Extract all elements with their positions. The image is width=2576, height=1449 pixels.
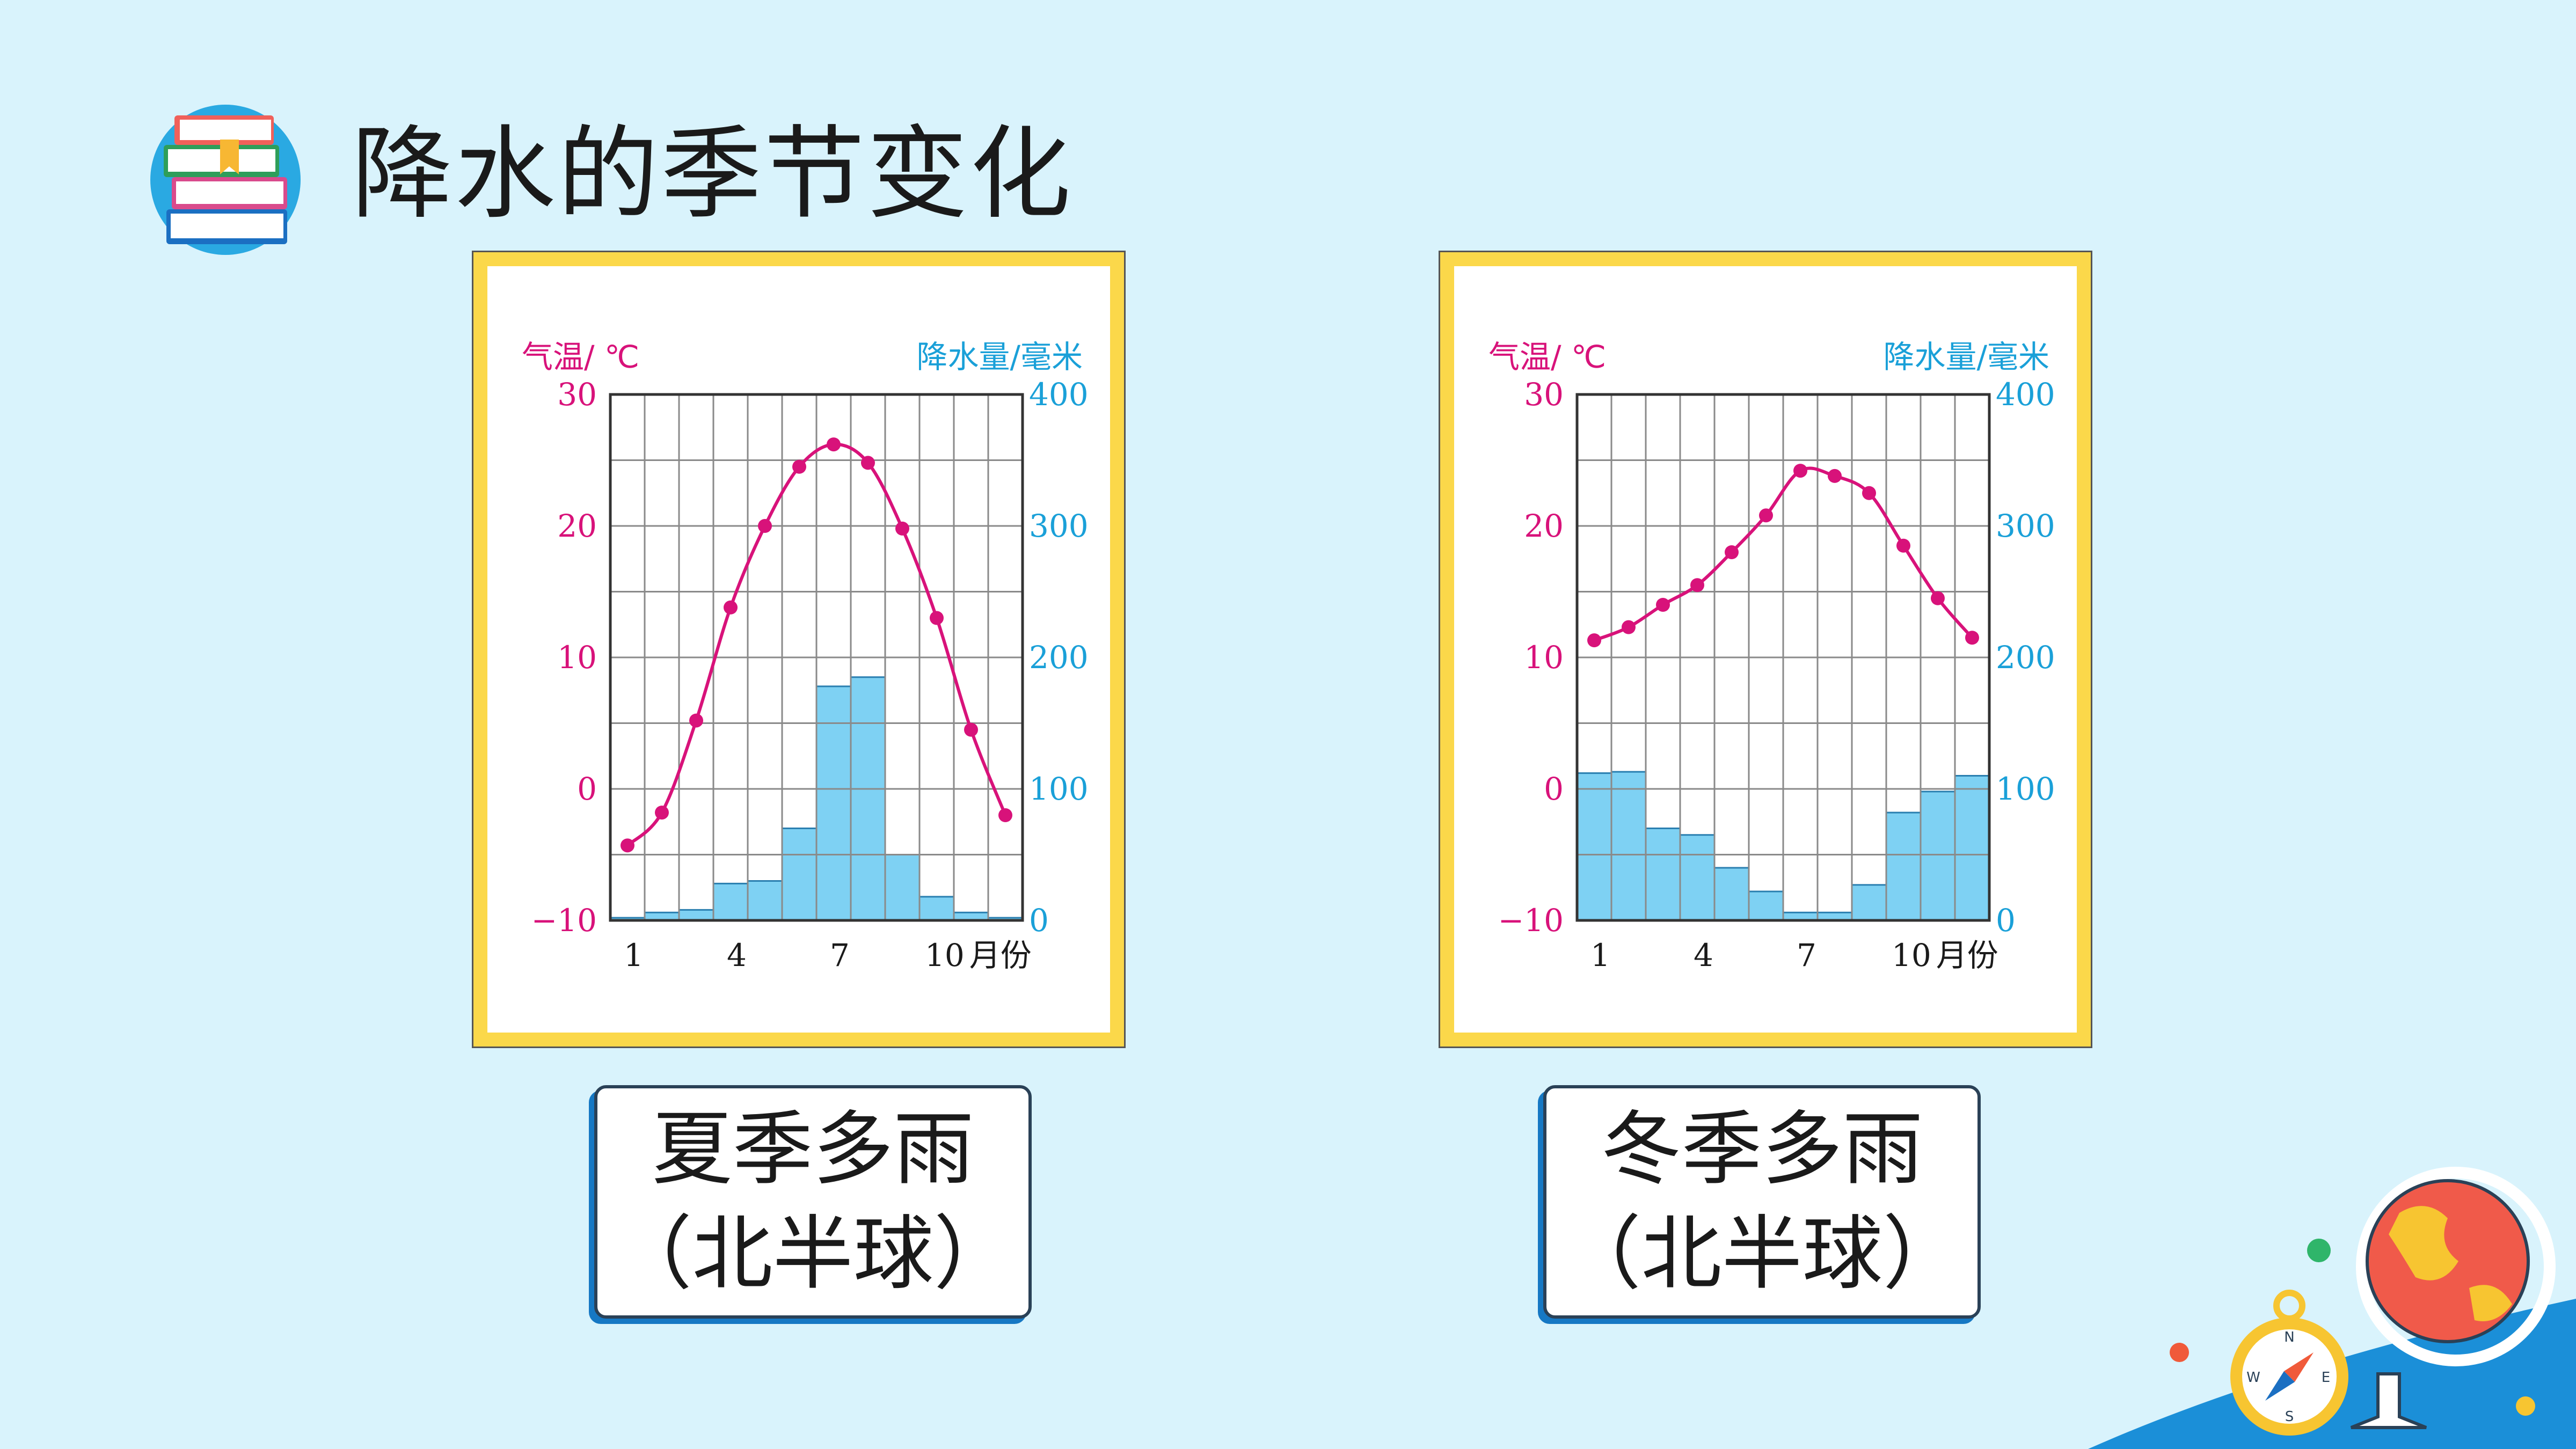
right-tick-label: 100 xyxy=(1029,771,1089,807)
precipitation-bar xyxy=(1713,867,1750,921)
left-tick-label: 10 xyxy=(557,639,597,676)
temperature-point xyxy=(1587,633,1601,648)
caption-hemisphere: （北半球） xyxy=(1560,1207,1964,1301)
dot-green-icon xyxy=(2307,1239,2331,1262)
temperature-point xyxy=(1965,631,1979,645)
dot-orange-icon xyxy=(2170,1343,2189,1362)
temperature-point xyxy=(895,521,909,536)
svg-text:N: N xyxy=(2284,1329,2294,1345)
x-unit-label: 月份 xyxy=(969,937,1032,974)
temperature-point xyxy=(1759,508,1773,523)
caption-title: 冬季多雨 xyxy=(1601,1102,1923,1196)
compass-icon: N S W E xyxy=(2230,1290,2348,1436)
temperature-point xyxy=(1725,545,1739,559)
temperature-point xyxy=(758,519,772,533)
temperature-point xyxy=(689,713,703,728)
page-title: 降水的季节变化 xyxy=(352,115,1073,233)
temperature-point xyxy=(1690,578,1704,592)
right-tick-label: 0 xyxy=(1029,902,1049,939)
temperature-point xyxy=(1793,464,1807,478)
temperature-point xyxy=(1896,538,1910,553)
right-tick-label: 400 xyxy=(1996,376,2055,413)
left-tick-label: 10 xyxy=(1524,639,1564,676)
temperature-point xyxy=(964,722,978,737)
left-tick-label: 0 xyxy=(577,771,597,807)
left-tick-label: −10 xyxy=(1498,902,1564,939)
x-tick-label: 1 xyxy=(1590,937,1610,974)
chart-frame-summer-rain: 气温/ ℃ 降水量/毫米 30 20 10 0 −10 400 300 200 100 0 1 4 7 10 月… xyxy=(472,251,1126,1048)
precipitation-bar xyxy=(1645,828,1681,921)
temperature-point xyxy=(861,456,875,470)
temperature-point xyxy=(1862,486,1876,500)
plot-border xyxy=(609,393,1024,922)
temperature-point xyxy=(1828,469,1842,483)
left-tick-label: 30 xyxy=(1524,376,1564,413)
plot-border xyxy=(1575,393,1991,922)
right-tick-label: 400 xyxy=(1029,376,1089,413)
right-axis-label: 降水量/毫米 xyxy=(916,339,1083,375)
precipitation-bar xyxy=(712,882,749,921)
left-tick-label: −10 xyxy=(531,902,597,939)
right-axis-label: 降水量/毫米 xyxy=(1883,339,2049,375)
left-axis-label: 气温/ ℃ xyxy=(522,339,639,375)
left-axis-label: 气温/ ℃ xyxy=(1488,339,1606,375)
right-tick-label: 300 xyxy=(1029,508,1089,544)
left-tick-label: 0 xyxy=(1544,771,1564,807)
x-unit-label: 月份 xyxy=(1936,937,1998,974)
temperature-point xyxy=(655,806,669,820)
temperature-point xyxy=(1656,598,1670,612)
left-tick-label: 20 xyxy=(1524,508,1564,544)
x-tick-label: 10 xyxy=(1892,937,1931,974)
temperature-point xyxy=(792,459,806,474)
right-tick-label: 200 xyxy=(1029,639,1089,676)
x-tick-label: 1 xyxy=(624,937,644,974)
x-tick-label: 7 xyxy=(830,937,850,974)
precipitation-bar xyxy=(1576,772,1612,921)
book-stack-icon xyxy=(150,105,301,255)
x-tick-label: 7 xyxy=(1797,937,1816,974)
temperature-point xyxy=(1622,620,1636,634)
temperature-point xyxy=(1931,591,1945,605)
left-tick-label: 30 xyxy=(557,376,597,413)
temperature-point xyxy=(724,600,738,614)
precipitation-bar xyxy=(781,828,818,921)
caption-hemisphere: （北半球） xyxy=(611,1207,1015,1301)
right-tick-label: 200 xyxy=(1996,639,2055,676)
svg-text:E: E xyxy=(2322,1370,2330,1386)
svg-text:S: S xyxy=(2285,1409,2294,1425)
caption-title: 夏季多雨 xyxy=(652,1102,974,1196)
x-tick-label: 10 xyxy=(925,937,965,974)
precipitation-bar xyxy=(1954,775,1990,921)
globe-icon xyxy=(2350,1167,2556,1429)
right-tick-label: 0 xyxy=(1996,902,2016,939)
x-tick-label: 4 xyxy=(727,937,747,974)
caption-summer-rain: 夏季多雨 （北半球） xyxy=(594,1085,1032,1319)
caption-winter-rain: 冬季多雨 （北半球） xyxy=(1543,1085,1981,1319)
x-tick-label: 4 xyxy=(1694,937,1713,974)
right-tick-label: 100 xyxy=(1996,771,2055,807)
temperature-point xyxy=(998,808,1012,822)
temperature-point xyxy=(930,611,944,625)
temperature-point xyxy=(621,838,634,853)
svg-text:W: W xyxy=(2246,1370,2260,1386)
right-tick-label: 300 xyxy=(1996,508,2055,544)
left-tick-label: 20 xyxy=(557,508,597,544)
chart-frame-winter-rain: 气温/ ℃ 降水量/毫米 30 20 10 0 −10 400 300 200 100 0 1 4 7 10 月… xyxy=(1439,251,2092,1048)
temperature-point xyxy=(827,437,841,452)
precipitation-bar xyxy=(1920,791,1956,921)
dot-yellow-icon xyxy=(2516,1396,2535,1416)
